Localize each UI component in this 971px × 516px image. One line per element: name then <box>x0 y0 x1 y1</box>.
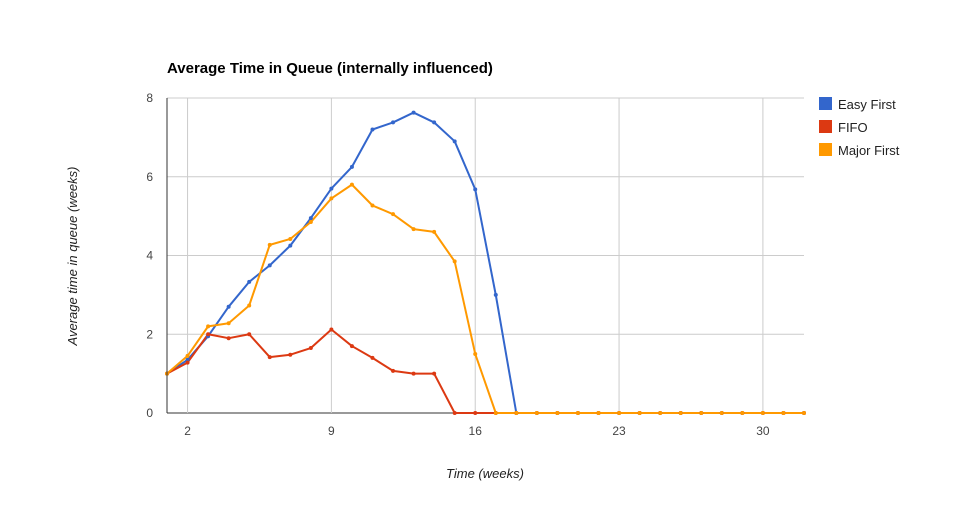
data-point <box>411 110 416 115</box>
data-point <box>802 411 806 415</box>
data-point <box>226 336 231 341</box>
data-point <box>473 187 478 192</box>
legend-swatch <box>819 97 832 110</box>
data-point <box>370 355 375 360</box>
data-point <box>370 203 375 208</box>
y-tick-label: 8 <box>146 91 153 105</box>
data-point <box>391 212 396 217</box>
data-point <box>493 411 498 415</box>
data-point <box>329 196 334 201</box>
data-point <box>308 216 313 221</box>
legend: Easy First FIFO Major First <box>819 97 900 158</box>
x-tick-label: 9 <box>328 424 335 438</box>
x-tick-label: 16 <box>469 424 483 438</box>
data-point <box>267 242 272 247</box>
data-point <box>185 353 190 358</box>
data-point <box>247 332 252 337</box>
data-point <box>658 411 663 415</box>
y-tick-label: 4 <box>146 249 153 263</box>
data-point <box>760 411 765 415</box>
data-point <box>617 411 622 415</box>
data-point <box>411 227 416 232</box>
data-point <box>226 304 231 309</box>
series-line-3 <box>166 183 804 414</box>
x-tick-label: 2 <box>184 424 191 438</box>
data-point <box>432 229 437 234</box>
y-axis-label: Average time in queue (weeks) <box>65 167 80 347</box>
data-point <box>349 182 354 187</box>
data-point <box>493 292 498 297</box>
data-point <box>596 411 601 415</box>
data-point <box>473 351 478 356</box>
legend-label: Major First <box>838 143 900 158</box>
data-point <box>432 371 437 376</box>
data-point <box>349 164 354 169</box>
data-point <box>555 411 560 415</box>
legend-swatch <box>819 143 832 156</box>
data-point <box>206 332 211 337</box>
data-point <box>267 355 272 360</box>
y-tick-label: 0 <box>146 406 153 420</box>
data-point <box>206 324 211 329</box>
series-lines <box>165 110 806 415</box>
legend-label: Easy First <box>838 97 896 112</box>
axes: 0 2 4 6 8 2 9 16 23 30 <box>146 91 770 438</box>
data-point <box>740 411 745 415</box>
data-point <box>308 220 313 225</box>
data-point <box>637 411 642 415</box>
data-point <box>329 327 334 332</box>
data-point <box>391 120 396 125</box>
data-point <box>699 411 704 415</box>
data-point <box>185 360 190 365</box>
data-point <box>719 411 724 415</box>
legend-swatch <box>819 120 832 133</box>
y-tick-label: 6 <box>146 170 153 184</box>
data-point <box>514 411 519 415</box>
data-point <box>288 243 293 248</box>
data-point <box>452 139 457 144</box>
legend-label: FIFO <box>838 120 868 135</box>
data-point <box>267 263 272 268</box>
data-point <box>432 120 437 125</box>
data-point <box>391 368 396 373</box>
x-axis-label: Time (weeks) <box>446 466 524 481</box>
data-point <box>247 279 252 284</box>
data-point <box>288 352 293 357</box>
data-point <box>781 411 786 415</box>
x-tick-label: 23 <box>612 424 626 438</box>
data-point <box>452 259 457 264</box>
data-point <box>247 303 252 308</box>
data-point <box>534 411 539 415</box>
data-point <box>349 344 354 349</box>
x-tick-label: 30 <box>756 424 770 438</box>
data-point <box>226 321 231 326</box>
data-point <box>308 346 313 351</box>
data-point <box>473 411 478 415</box>
data-point <box>452 411 457 415</box>
data-point <box>185 357 190 362</box>
data-point <box>411 371 416 376</box>
gridlines <box>167 97 804 414</box>
data-point <box>288 236 293 241</box>
y-tick-label: 2 <box>146 327 153 341</box>
chart-title: Average Time in Queue (internally influe… <box>167 60 493 77</box>
data-point <box>329 186 334 191</box>
data-point <box>370 127 375 132</box>
data-point <box>678 411 683 415</box>
data-point <box>575 411 580 415</box>
